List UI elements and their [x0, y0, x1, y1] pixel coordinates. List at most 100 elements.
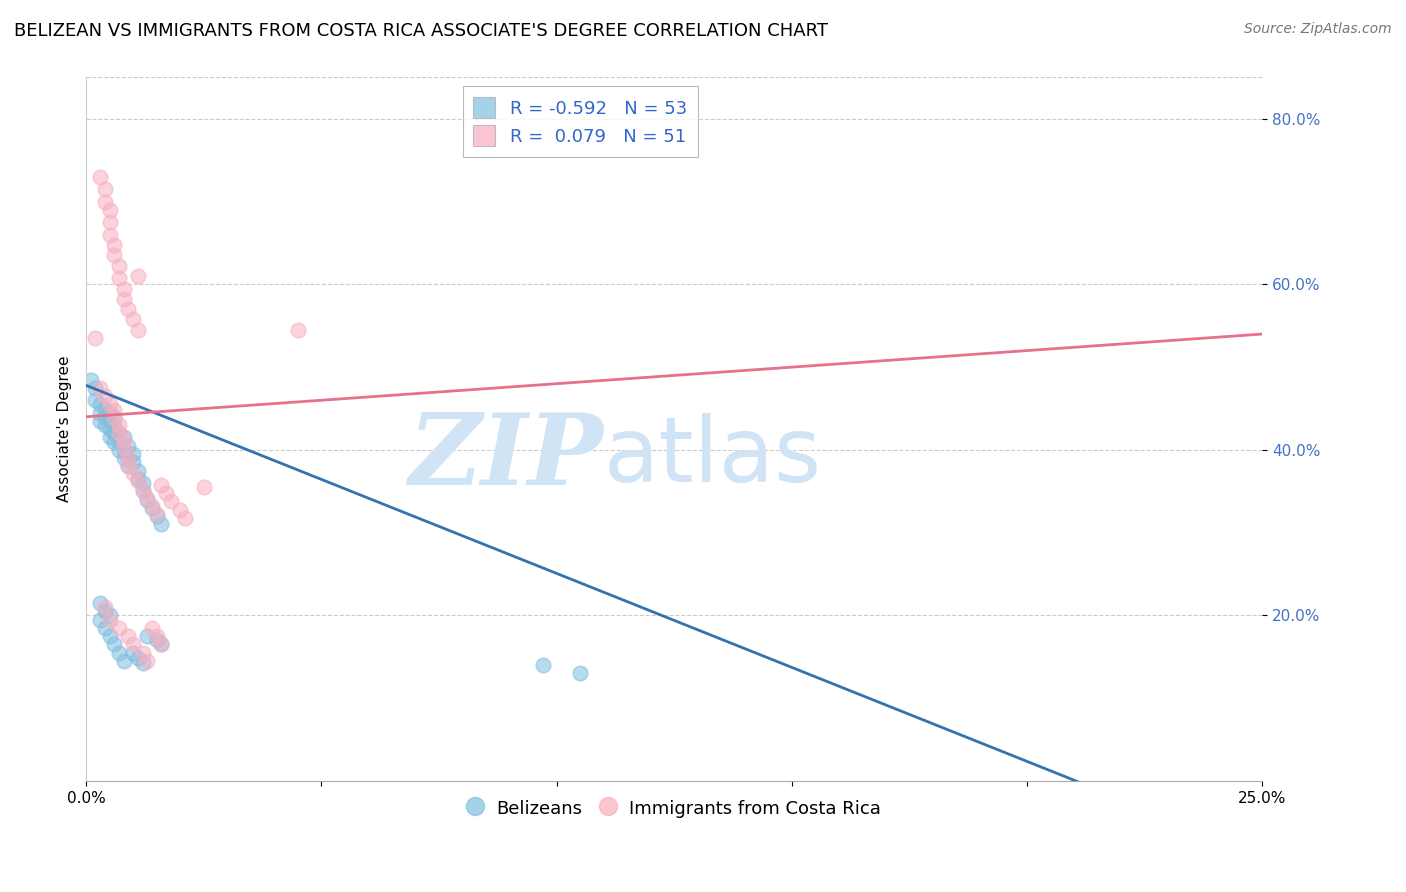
Point	[122, 646, 145, 660]
Point	[122, 312, 145, 326]
Point	[145, 633, 167, 648]
Point	[150, 517, 173, 532]
Point	[117, 439, 139, 453]
Point	[131, 483, 153, 497]
Point	[122, 637, 145, 651]
Point	[141, 499, 163, 513]
Point	[136, 492, 159, 507]
Y-axis label: Associate's Degree: Associate's Degree	[58, 356, 72, 502]
Point	[103, 426, 125, 441]
Point	[103, 418, 125, 433]
Point	[98, 397, 121, 411]
Point	[103, 409, 125, 424]
Point	[131, 656, 153, 670]
Point	[108, 621, 131, 635]
Point	[94, 194, 117, 209]
Point	[84, 331, 107, 345]
Legend: Belizeans, Immigrants from Costa Rica: Belizeans, Immigrants from Costa Rica	[460, 791, 889, 825]
Text: atlas: atlas	[603, 413, 823, 501]
Point	[98, 629, 121, 643]
Point	[94, 604, 117, 618]
Point	[169, 502, 191, 516]
Point	[127, 464, 149, 478]
Point	[112, 451, 135, 466]
Point	[150, 637, 173, 651]
Text: Source: ZipAtlas.com: Source: ZipAtlas.com	[1244, 22, 1392, 37]
Point	[98, 202, 121, 217]
Point	[89, 381, 111, 395]
Point	[108, 270, 131, 285]
Point	[108, 259, 131, 273]
Point	[136, 654, 159, 668]
Point	[141, 621, 163, 635]
Point	[94, 621, 117, 635]
Point	[131, 484, 153, 499]
Point	[127, 472, 149, 486]
Point	[145, 509, 167, 524]
Point	[155, 486, 177, 500]
Point	[103, 237, 125, 252]
Point	[150, 637, 173, 651]
Point	[98, 406, 121, 420]
Text: BELIZEAN VS IMMIGRANTS FROM COSTA RICA ASSOCIATE'S DEGREE CORRELATION CHART: BELIZEAN VS IMMIGRANTS FROM COSTA RICA A…	[14, 22, 828, 40]
Point	[89, 397, 111, 411]
Point	[145, 508, 167, 522]
Point	[103, 411, 125, 425]
Text: ZIP: ZIP	[409, 409, 603, 506]
Point	[112, 430, 135, 444]
Point	[117, 302, 139, 317]
Point	[84, 393, 107, 408]
Point	[159, 494, 181, 508]
Point	[89, 406, 111, 420]
Point	[89, 613, 111, 627]
Point	[117, 458, 139, 472]
Point	[122, 466, 145, 480]
Point	[112, 293, 135, 307]
Point	[89, 414, 111, 428]
Point	[117, 451, 139, 466]
Point	[112, 442, 135, 457]
Point	[173, 510, 195, 524]
Point	[112, 281, 135, 295]
Point	[287, 323, 309, 337]
Point	[94, 401, 117, 416]
Point	[127, 651, 149, 665]
Point	[145, 629, 167, 643]
Point	[103, 248, 125, 262]
Point	[150, 477, 173, 491]
Point	[103, 637, 125, 651]
Point	[98, 430, 121, 444]
Point	[98, 227, 121, 242]
Point	[108, 442, 131, 457]
Point	[89, 596, 111, 610]
Point	[117, 459, 139, 474]
Point	[141, 500, 163, 515]
Point	[112, 433, 135, 447]
Point	[117, 629, 139, 643]
Point	[117, 450, 139, 464]
Point	[98, 215, 121, 229]
Point	[131, 646, 153, 660]
Point	[122, 455, 145, 469]
Point	[98, 414, 121, 428]
Point	[127, 269, 149, 284]
Point	[108, 426, 131, 441]
Point	[94, 389, 117, 403]
Point	[112, 654, 135, 668]
Point	[108, 646, 131, 660]
Point	[103, 434, 125, 449]
Point	[193, 480, 215, 494]
Point	[98, 422, 121, 436]
Point	[94, 418, 117, 433]
Point	[122, 447, 145, 461]
Point	[136, 491, 159, 505]
Point	[103, 403, 125, 417]
Point	[94, 600, 117, 615]
Point	[108, 418, 131, 433]
Point	[131, 476, 153, 491]
Point	[569, 666, 592, 681]
Point	[98, 608, 121, 623]
Point	[127, 323, 149, 337]
Point	[94, 409, 117, 424]
Point	[108, 434, 131, 449]
